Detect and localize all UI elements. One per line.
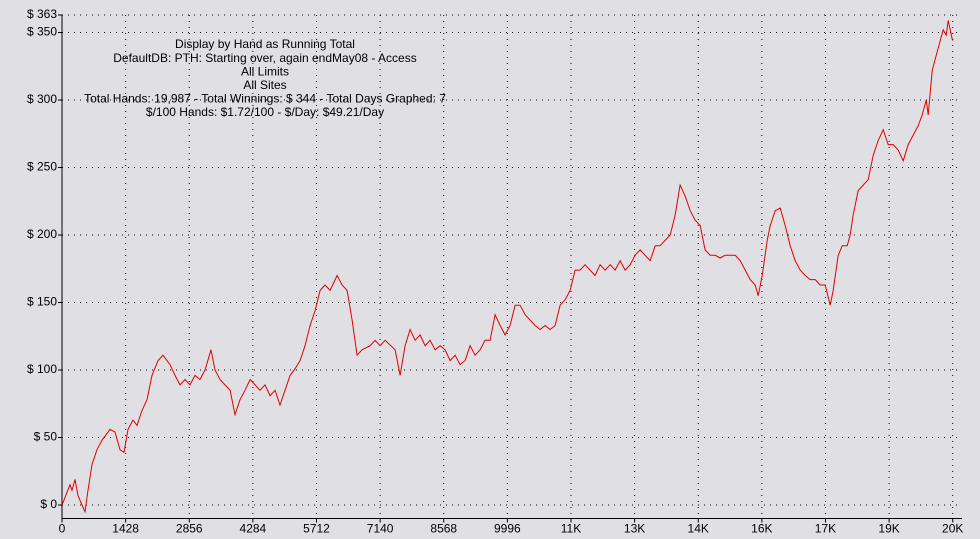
x-tick-label: 9996	[494, 522, 521, 536]
annotation: All Limits	[241, 64, 289, 78]
y-tick-label: $ 363	[27, 7, 57, 21]
y-tick-label: $ 150	[27, 295, 57, 309]
annotation: Display by Hand as Running Total	[175, 37, 355, 51]
y-tick-label: $ 100	[27, 362, 57, 376]
annotation: All Sites	[243, 78, 286, 92]
x-tick-label: 14K	[688, 522, 709, 536]
x-tick-label: 8568	[430, 522, 457, 536]
x-tick-label: 17K	[815, 522, 836, 536]
x-tick-label: 13K	[624, 522, 645, 536]
annotation: DefaultDB: PTH: Starting over, again end…	[113, 51, 416, 65]
x-tick-label: 4284	[240, 522, 267, 536]
y-tick-label: $ 250	[27, 160, 57, 174]
y-tick-label: $ 350	[27, 25, 57, 39]
running-total-line	[61, 20, 953, 514]
x-tick-label: 1428	[112, 522, 139, 536]
x-tick-label: 16K	[751, 522, 772, 536]
y-tick-label: $ 50	[34, 430, 58, 444]
annotation: $/100 Hands: $1.72/100 - $/Day: $49.21/D…	[146, 105, 384, 119]
y-tick-label: $ 200	[27, 227, 57, 241]
x-tick-label: 5712	[303, 522, 330, 536]
x-tick-label: 2856	[176, 522, 203, 536]
annotation: Total Hands: 19,987 - Total Winnings: $ …	[84, 92, 446, 106]
y-tick-label: $ 0	[40, 497, 57, 511]
y-tick-label: $ 300	[27, 92, 57, 106]
x-tick-label: 20K	[942, 522, 963, 536]
x-tick-label: 7140	[367, 522, 394, 536]
x-tick-label: 11K	[561, 522, 581, 536]
x-tick-label: 0	[59, 522, 66, 536]
x-tick-label: 19K	[878, 522, 899, 536]
